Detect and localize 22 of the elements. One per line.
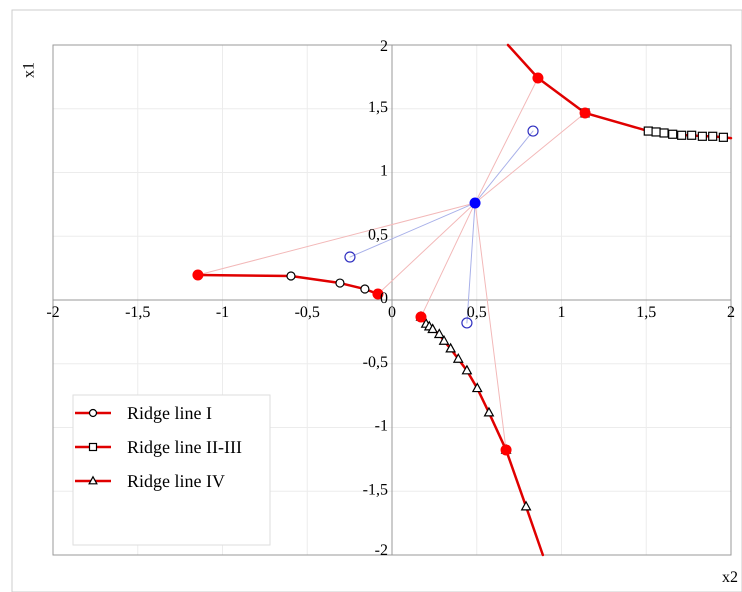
y-tick-label: -0,5 — [362, 354, 388, 371]
x-tick-label: 1,5 — [636, 304, 656, 321]
x-axis-title: x2 — [722, 569, 738, 586]
y-tick-label: -1,5 — [362, 481, 388, 498]
legend-label: Ridge line II-III — [127, 437, 242, 457]
y-tick-label: 1 — [380, 162, 388, 180]
x-tick-label: 2 — [727, 304, 735, 321]
y-tick-label: 0 — [380, 290, 388, 307]
y-axis-title: x1 — [20, 62, 38, 78]
legend-label: Ridge line I — [127, 403, 212, 423]
x-tick-label: -1,5 — [125, 304, 150, 321]
legend-label: Ridge line IV — [127, 471, 225, 491]
y-tick-label: 2 — [380, 38, 388, 55]
x-tick-label: -0,5 — [294, 304, 320, 321]
x-tick-label: 1 — [558, 304, 566, 321]
y-tick-label: 1,5 — [368, 98, 388, 116]
x-tick-label: -2 — [46, 304, 60, 321]
y-tick-label: -1 — [374, 418, 388, 434]
y-tick-label: 0,5 — [368, 226, 388, 244]
x-tick-label: -1 — [216, 304, 230, 321]
y-tick-label: -2 — [374, 542, 388, 559]
x-tick-label: 0,5 — [466, 304, 487, 321]
